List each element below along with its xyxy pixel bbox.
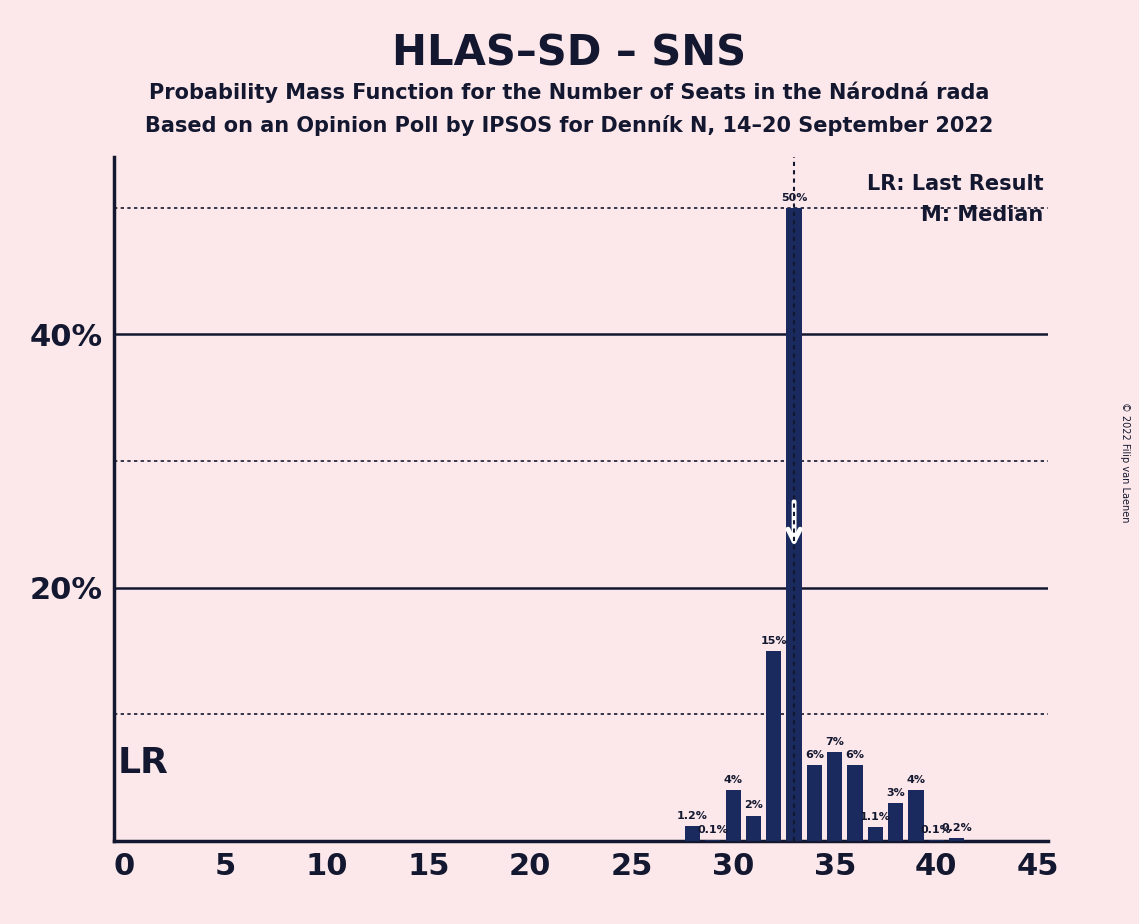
Text: 1.2%: 1.2% [677,810,708,821]
Text: 50%: 50% [781,193,808,202]
Bar [806,765,822,841]
Text: Probability Mass Function for the Number of Seats in the Národná rada: Probability Mass Function for the Number… [149,81,990,103]
Text: 6%: 6% [845,749,865,760]
Bar [767,650,781,841]
Text: 0.2%: 0.2% [941,823,972,833]
Text: LR: LR [118,746,169,780]
Bar [888,803,903,841]
Text: 3%: 3% [886,788,906,797]
Bar [786,208,802,841]
Text: HLAS–SD – SNS: HLAS–SD – SNS [393,32,746,74]
Text: Based on an Opinion Poll by IPSOS for Denník N, 14–20 September 2022: Based on an Opinion Poll by IPSOS for De… [146,116,993,137]
Bar [746,816,761,841]
Bar [949,838,964,841]
Bar [868,827,883,841]
Text: 15%: 15% [761,636,787,646]
Bar [908,790,924,841]
Text: 1.1%: 1.1% [860,812,891,821]
Text: 0.1%: 0.1% [697,824,728,834]
Text: LR: Last Result: LR: Last Result [867,175,1043,194]
Bar [705,840,721,841]
Text: 6%: 6% [805,749,823,760]
Bar [685,826,700,841]
Bar [827,752,843,841]
Bar [847,765,862,841]
Text: 7%: 7% [826,737,844,748]
Bar [726,790,740,841]
Bar [928,840,944,841]
Text: © 2022 Filip van Laenen: © 2022 Filip van Laenen [1120,402,1130,522]
Text: M: Median: M: Median [921,205,1043,225]
Text: 2%: 2% [744,800,763,810]
Text: 4%: 4% [907,775,925,785]
Text: 0.1%: 0.1% [920,824,951,834]
Text: 4%: 4% [723,775,743,785]
